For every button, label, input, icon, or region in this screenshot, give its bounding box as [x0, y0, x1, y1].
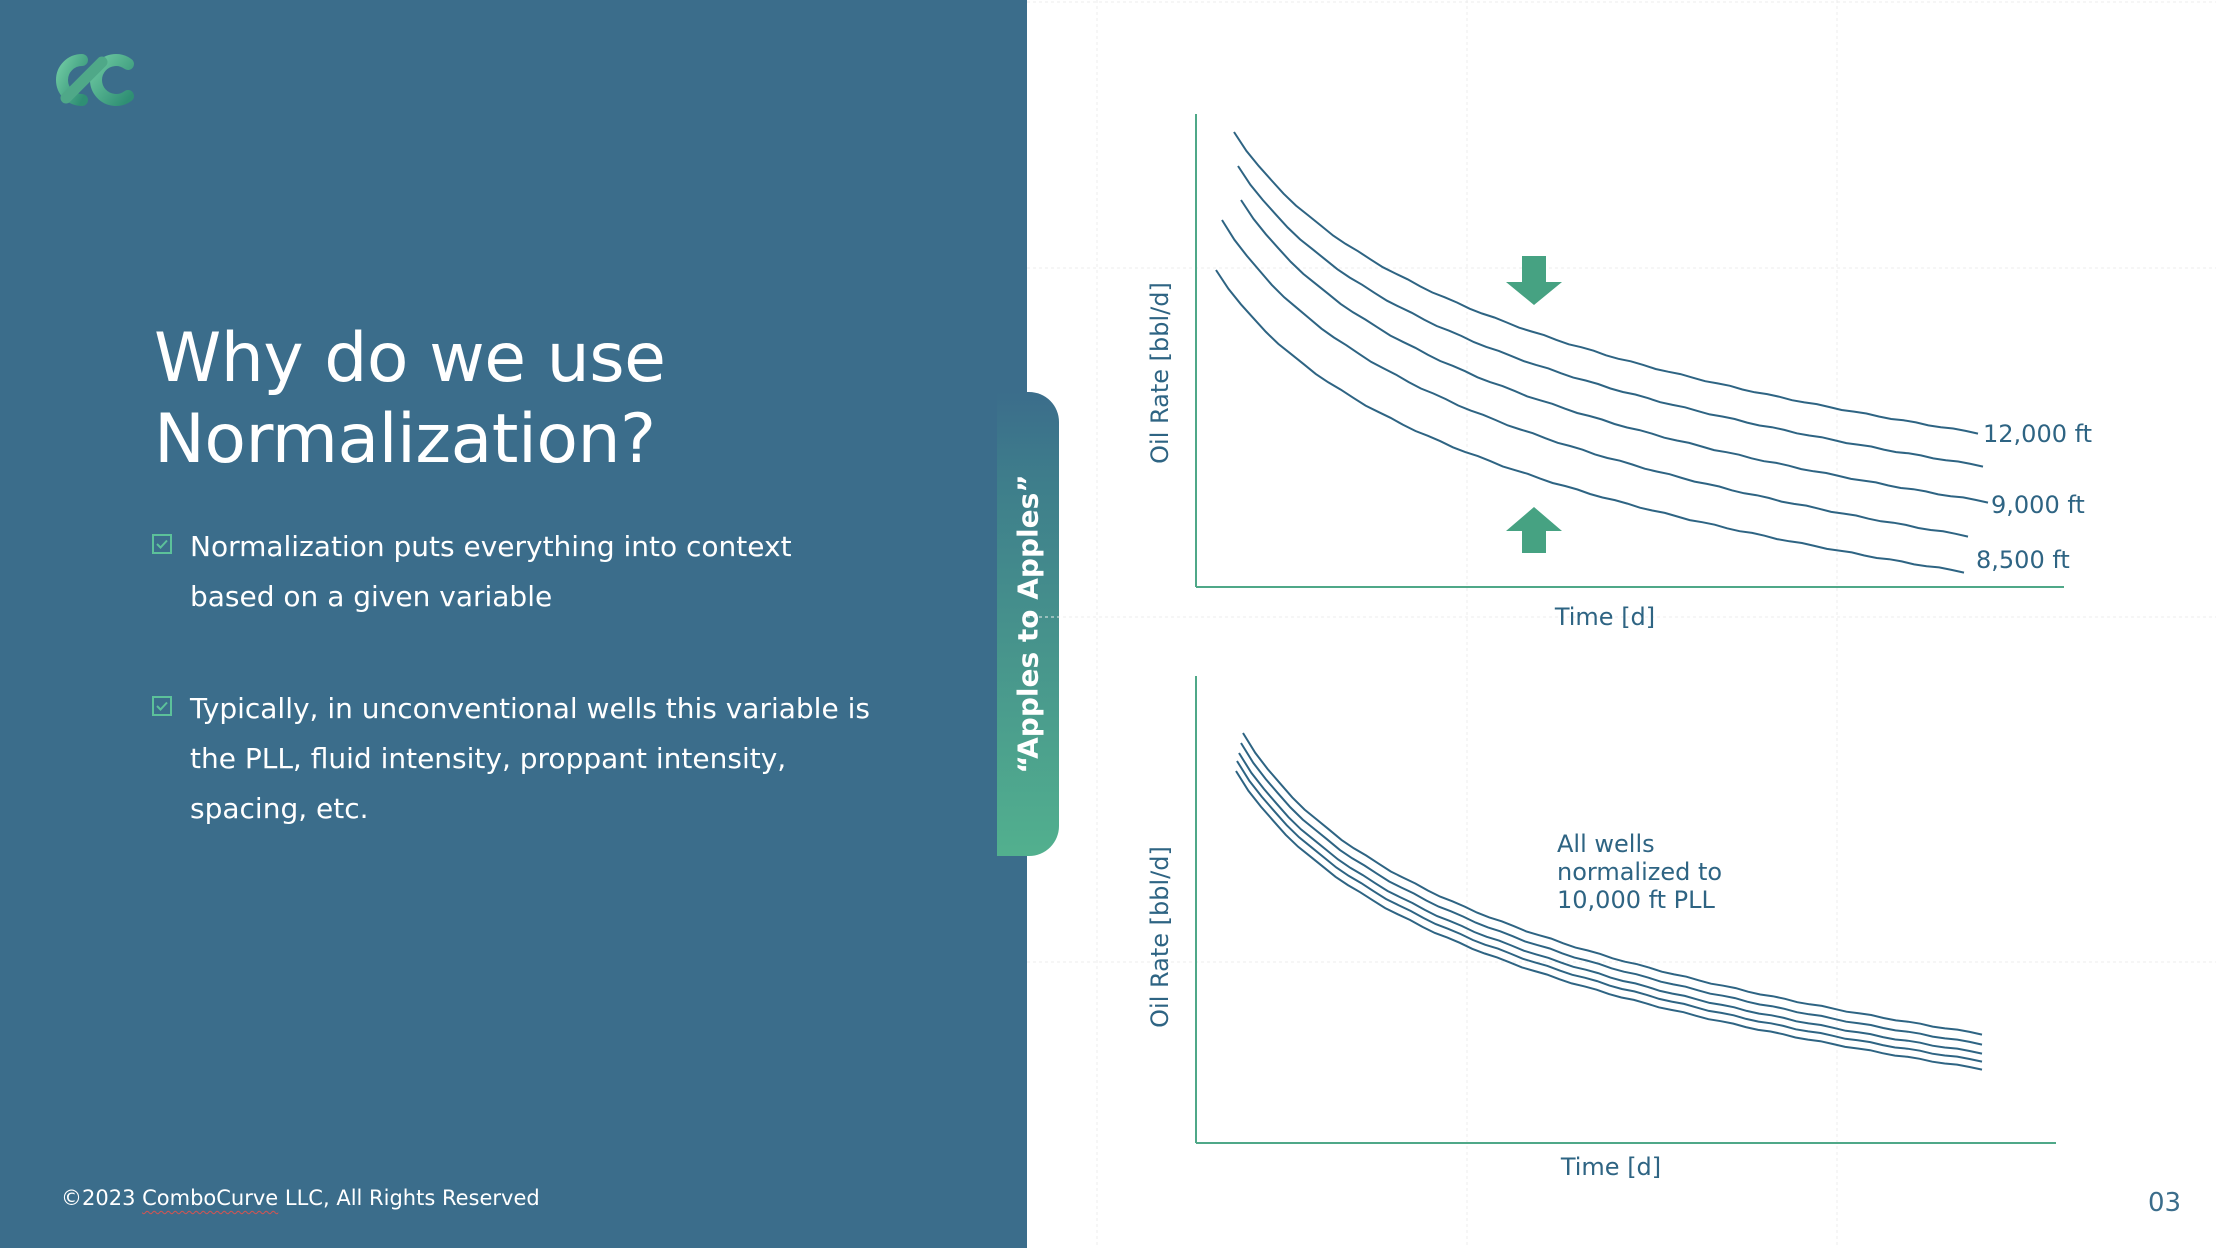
- series-line: [1240, 199, 1989, 504]
- bullet-line: based on a given variable: [190, 580, 553, 613]
- series-line: [1242, 732, 1983, 1036]
- x-axis-label: Time [d]: [1554, 603, 1655, 631]
- title-line-1: Why do we use: [154, 319, 666, 398]
- slide-title: Why do we use Normalization?: [154, 318, 666, 480]
- bullet-line: Normalization puts everything into conte…: [190, 530, 792, 563]
- left-panel: Why do we use Normalization? Normalizati…: [0, 0, 1027, 1248]
- apples-to-apples-tab: [997, 392, 1059, 856]
- y-axis-label: Oil Rate [bbl/d]: [1146, 846, 1174, 1028]
- series-line: [1233, 131, 1979, 435]
- footer-prefix: ©2023: [61, 1186, 143, 1210]
- series-group: [1215, 131, 1989, 574]
- series-label: 12,000 ft: [1983, 420, 2092, 448]
- bullet-text: Typically, in unconventional wells this …: [190, 684, 872, 834]
- series-group: [1235, 732, 1983, 1071]
- arrow-up-icon: [1506, 507, 1562, 553]
- bullet-line: Typically, in unconventional wells this …: [190, 692, 870, 725]
- series-line: [1235, 770, 1983, 1071]
- title-line-2: Normalization?: [154, 400, 656, 479]
- bullet-item: Normalization puts everything into conte…: [152, 522, 872, 622]
- series-line: [1215, 269, 1965, 574]
- background-grid: [1027, 0, 2216, 1248]
- bullet-item: Typically, in unconventional wells this …: [152, 684, 872, 834]
- series-label: 9,000 ft: [1991, 491, 2085, 519]
- checkbox-icon: [152, 534, 172, 554]
- bullet-text: Normalization puts everything into conte…: [190, 522, 872, 622]
- footer-brand: ComboCurve: [142, 1186, 279, 1210]
- series-label: 8,500 ft: [1976, 546, 2070, 574]
- x-axis-label: Time [d]: [1560, 1153, 1661, 1181]
- copyright-footer: ©2023 ComboCurve LLC, All Rights Reserve…: [61, 1186, 540, 1210]
- annotation-line: All wells: [1557, 830, 1655, 858]
- tab-label: “Apples to Apples”: [1011, 474, 1045, 774]
- page-number: 03: [2148, 1188, 2182, 1218]
- footer-suffix: LLC, All Rights Reserved: [278, 1186, 540, 1210]
- annotation-line: 10,000 ft PLL: [1557, 886, 1716, 914]
- chart-top: 12,000 ft 9,000 ft 8,500 ft Time [d] Oil…: [1146, 114, 2092, 631]
- series-line: [1236, 760, 1983, 1063]
- arrow-down-icon: [1506, 256, 1562, 305]
- annotation-text: All wells normalized to 10,000 ft PLL: [1557, 830, 1730, 914]
- bullet-line: spacing, etc.: [190, 792, 369, 825]
- series-line: [1238, 752, 1983, 1055]
- y-axis-label: Oil Rate [bbl/d]: [1146, 282, 1174, 464]
- chart-bottom: All wells normalized to 10,000 ft PLL Ti…: [1146, 676, 2056, 1181]
- combocurve-logo-icon: [56, 54, 134, 106]
- series-line: [1221, 219, 1969, 538]
- series-line: [1237, 165, 1984, 468]
- checkbox-icon: [152, 696, 172, 716]
- annotation-line: normalized to: [1557, 858, 1722, 886]
- series-line: [1240, 742, 1983, 1046]
- bullet-line: the PLL, fluid intensity, proppant inten…: [190, 742, 787, 775]
